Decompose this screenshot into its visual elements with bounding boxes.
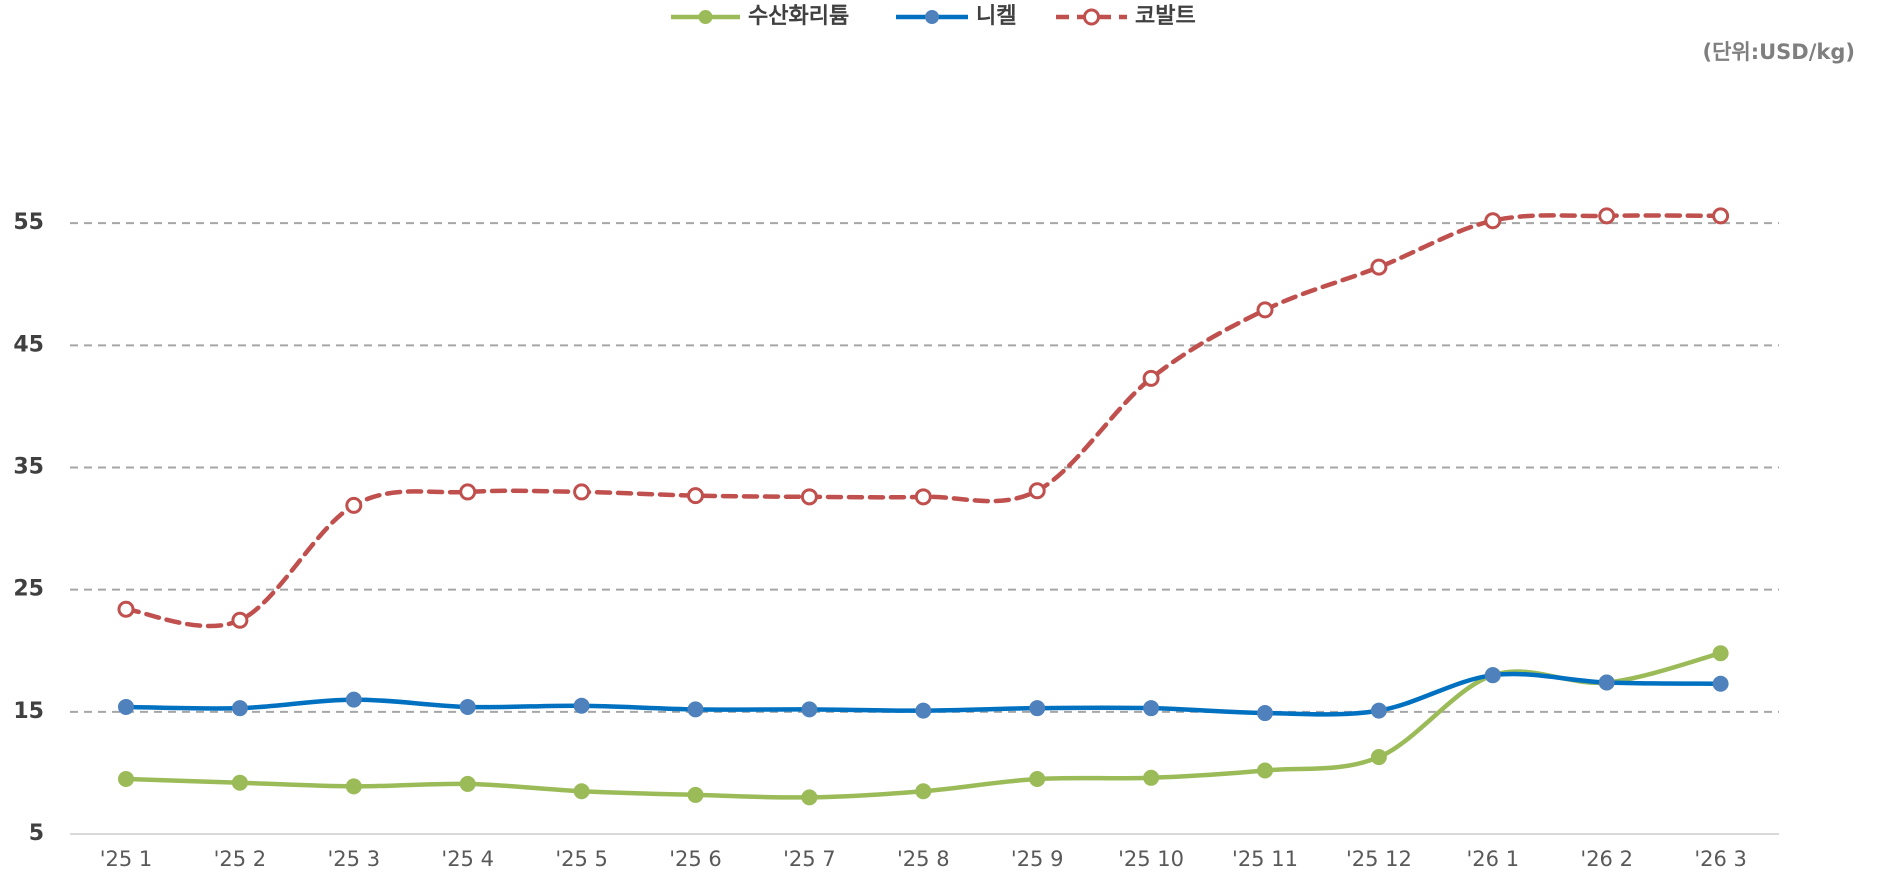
data-point: [1028, 482, 1046, 500]
series-line: [123, 650, 1723, 800]
x-tick-label: '26 2: [1580, 847, 1633, 871]
x-tick-label: '25 4: [441, 847, 494, 871]
data-point: [1712, 645, 1729, 662]
data-point: [915, 702, 932, 719]
x-tick-label: '26 3: [1694, 847, 1747, 871]
data-point: [1257, 705, 1273, 722]
y-tick-label: 45: [13, 332, 44, 357]
data-point: [231, 611, 249, 629]
y-tick-label: 55: [13, 210, 44, 235]
data-point: [117, 600, 135, 618]
data-point: [687, 786, 704, 803]
data-point: [1484, 212, 1502, 230]
legend-label: 니켈: [976, 4, 1016, 29]
data-point: [231, 700, 248, 717]
data-point: [118, 771, 134, 788]
data-point: [573, 783, 590, 800]
data-point: [573, 483, 591, 501]
data-point: [915, 783, 932, 800]
data-point: [459, 698, 476, 715]
data-point: [687, 701, 704, 718]
x-tick-label: '25 10: [1118, 847, 1184, 871]
y-tick-label: 5: [29, 821, 44, 846]
legend-marker: [925, 10, 939, 24]
y-tick-label: 35: [13, 455, 44, 480]
data-point: [573, 697, 590, 714]
data-point: [118, 698, 134, 715]
x-tick-label: '25 8: [897, 847, 950, 871]
y-tick-label: 25: [13, 577, 44, 602]
data-point: [345, 778, 362, 795]
data-point: [1712, 207, 1730, 225]
data-point: [1143, 769, 1160, 786]
data-point: [459, 483, 477, 501]
x-tick-label: '25 1: [100, 847, 153, 871]
y-tick-label: 15: [13, 699, 44, 724]
data-point: [1370, 749, 1387, 766]
data-point: [800, 488, 818, 506]
x-tick-label: '25 9: [1011, 847, 1064, 871]
x-tick-label: '25 6: [669, 847, 722, 871]
data-point: [1143, 700, 1160, 717]
x-tick-label: '25 2: [214, 847, 267, 871]
data-point: [1598, 207, 1616, 225]
data-point: [801, 701, 818, 718]
data-point: [1712, 675, 1729, 692]
x-tick-label: '25 12: [1346, 847, 1412, 871]
data-point: [1029, 700, 1046, 717]
legend-label: 코발트: [1135, 4, 1196, 29]
legend-label: 수산화리튬: [748, 4, 849, 29]
data-point: [687, 487, 704, 505]
series-line: [123, 213, 1723, 629]
data-point: [1257, 762, 1273, 779]
data-point: [231, 774, 248, 791]
x-tick-label: '25 3: [328, 847, 381, 871]
data-point: [801, 789, 818, 806]
data-point: [1484, 667, 1501, 684]
data-point: [1029, 771, 1046, 788]
legend-marker: [698, 10, 713, 24]
x-tick-label: '25 11: [1232, 847, 1298, 871]
data-point: [1370, 702, 1387, 719]
x-tick-label: '26 1: [1467, 847, 1520, 871]
data-point: [345, 691, 362, 708]
unit-label: (단위:USD/kg): [1702, 40, 1855, 64]
x-tick-label: '25 7: [783, 847, 836, 871]
legend-marker: [1083, 8, 1100, 26]
data-point: [1598, 674, 1615, 691]
data-point: [1370, 258, 1388, 276]
data-point: [1256, 301, 1274, 319]
data-point: [1142, 369, 1160, 387]
data-point: [914, 488, 932, 506]
data-point: [459, 775, 476, 792]
data-point: [345, 496, 363, 514]
x-tick-label: '25 5: [555, 847, 608, 871]
